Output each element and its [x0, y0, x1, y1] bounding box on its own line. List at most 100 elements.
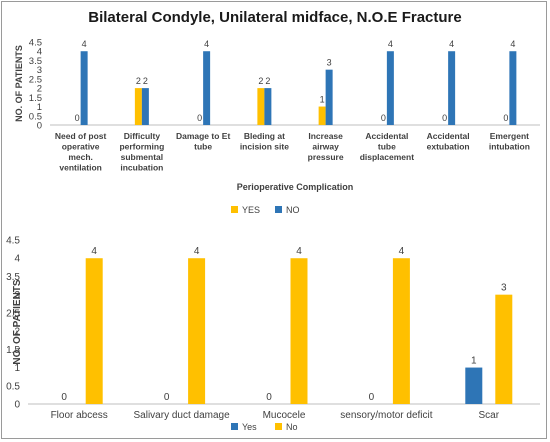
category-label: incision site: [240, 142, 289, 152]
bar-no: [495, 294, 513, 404]
category-label: operative: [62, 142, 100, 152]
legend: YES NO: [231, 205, 300, 215]
bar-no: [448, 51, 456, 125]
data-label: 0: [442, 113, 447, 123]
bar-no: [509, 51, 517, 125]
category-label: performing: [119, 142, 164, 152]
y-tick-label: 0.5: [29, 111, 42, 122]
y-tick-label: 3: [37, 65, 42, 76]
y-tick-label: 3: [14, 290, 20, 301]
legend-swatch-no: [275, 206, 282, 213]
data-label: 2: [258, 76, 263, 86]
y-tick-label: 1: [14, 363, 20, 374]
y-tick-label: 4.5: [6, 236, 20, 247]
data-label: 2: [136, 76, 141, 86]
y-axis-title: NO. OF PATIENTS: [12, 279, 23, 365]
data-label: 0: [381, 113, 386, 123]
bar-yes: [134, 88, 142, 125]
category-label: displacement: [360, 152, 414, 162]
data-label: 4: [388, 39, 393, 49]
y-tick-label: 0.5: [6, 381, 20, 392]
chart-postoperative-complication: 0 0.5 1 1.5 2 2.5 3 3.5 4 4.5 NO. OF PATIENTS 0 4 Flo…: [6, 236, 540, 432]
bar-no: [188, 258, 206, 404]
legend-label: NO: [286, 205, 300, 215]
data-label: 3: [327, 58, 332, 68]
data-label: 4: [399, 246, 405, 257]
legend-swatch-yes: [231, 206, 238, 213]
legend-label: YES: [242, 205, 260, 215]
data-label: 4: [82, 39, 87, 49]
data-label: 0: [164, 392, 170, 403]
y-tick-label: 4: [37, 47, 42, 58]
bar-no: [386, 51, 394, 125]
data-label: 4: [194, 246, 200, 257]
bar-no: [80, 51, 88, 125]
bar-no: [141, 88, 149, 125]
category-label: Accidental: [427, 131, 470, 141]
figure-title: Bilateral Condyle, Unilateral midface, N…: [88, 9, 461, 26]
x-axis-title: Perioperative Complication: [237, 182, 354, 192]
data-label: 3: [501, 283, 507, 294]
category-label: Need of post: [55, 131, 107, 141]
data-label: 0: [266, 392, 272, 403]
legend-label: No: [286, 422, 298, 432]
data-label: 4: [91, 246, 97, 257]
bar-no: [290, 258, 308, 404]
bar-no: [325, 69, 333, 125]
bar-no: [392, 258, 410, 404]
data-label: 4: [296, 246, 302, 257]
y-tick-label: 4.5: [29, 38, 42, 49]
legend-label: Yes: [242, 422, 257, 432]
data-label: 4: [510, 39, 515, 49]
category-label: Floor abcess: [51, 410, 108, 421]
category-label: Increase: [308, 131, 343, 141]
category-label: Difficulty: [124, 131, 161, 141]
category-label: incubation: [120, 163, 163, 173]
category-label: Damage to Et: [176, 131, 230, 141]
data-label: 1: [471, 356, 477, 367]
data-label: 0: [503, 113, 508, 123]
y-tick-label: 3.5: [6, 272, 20, 283]
category-label: Salivary duct damage: [134, 410, 231, 421]
category-label: tube: [194, 142, 212, 152]
y-tick-label: 2.5: [29, 74, 42, 85]
legend: Yes No: [231, 422, 298, 432]
y-tick-label: 2: [14, 327, 20, 338]
bar-no: [85, 258, 103, 404]
category-label: submental: [121, 152, 164, 162]
y-tick-label: 3.5: [29, 56, 42, 67]
y-tick-label: 2.5: [6, 308, 20, 319]
data-label: 2: [265, 76, 270, 86]
data-label: 0: [75, 113, 80, 123]
legend-swatch-yes: [231, 423, 238, 430]
bar-yes: [465, 367, 483, 404]
bar-no: [203, 51, 211, 125]
y-tick-label: 0: [37, 121, 42, 132]
y-tick-label: 1: [37, 102, 42, 113]
bar-no: [264, 88, 272, 125]
data-label: 1: [320, 95, 325, 105]
data-label: 0: [197, 113, 202, 123]
chart-perioperative-complication: 00.511.522.533.544.5NO. OF PATIENTS 04Nee…: [14, 38, 540, 215]
y-tick-label: 4: [14, 254, 20, 265]
bar-yes: [257, 88, 265, 125]
y-tick-label: 1.5: [29, 93, 42, 104]
category-label: ventilation: [59, 163, 102, 173]
category-label: airway: [312, 142, 339, 152]
category-label: Mucocele: [263, 410, 306, 421]
y-tick-label: 2: [37, 84, 42, 95]
y-axis-title: NO. OF PATIENTS: [14, 45, 24, 122]
data-label: 4: [204, 39, 209, 49]
bar-yes: [318, 106, 326, 125]
legend-swatch-no: [275, 423, 282, 430]
category-label: Accidental: [365, 131, 408, 141]
category-label: pressure: [308, 152, 344, 162]
category-label: mech.: [68, 152, 93, 162]
category-label: tube: [378, 142, 396, 152]
category-label: extubation: [427, 142, 470, 152]
y-tick-label: 1.5: [6, 345, 20, 356]
data-label: 0: [369, 392, 375, 403]
data-label: 0: [61, 392, 67, 403]
